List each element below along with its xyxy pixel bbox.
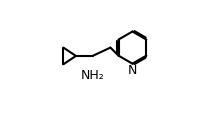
Text: N: N [128,64,137,77]
Text: NH₂: NH₂ [81,69,104,82]
